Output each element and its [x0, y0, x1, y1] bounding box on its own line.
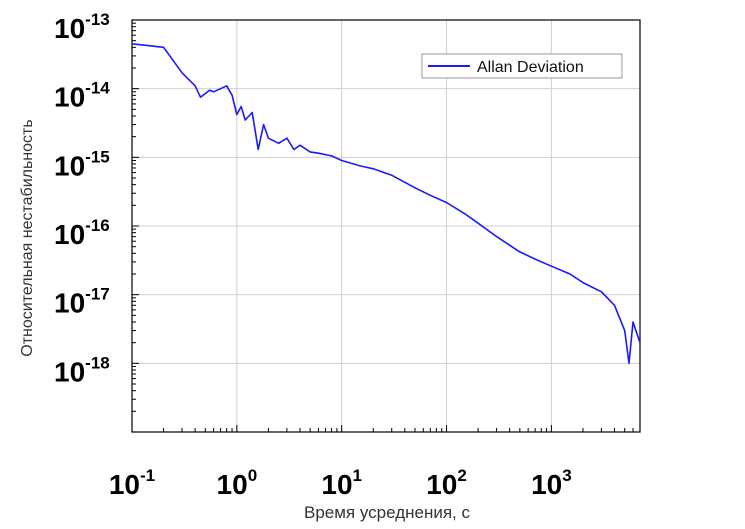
y-axis-title: Относительная нестабильность: [19, 119, 36, 356]
x-tick-labels: 10-1 100 101 102 103: [109, 466, 572, 500]
y-tick-label: 10-18: [54, 353, 110, 387]
x-tick-label: 101: [321, 466, 362, 500]
minor-ticks: [131, 19, 641, 433]
x-tick-label: 100: [217, 466, 258, 500]
x-axis-title: Время усреднения, с: [304, 503, 471, 522]
y-tick-labels: 10-13 10-14 10-15 10-16 10-17 10-18: [54, 10, 110, 387]
x-tick-label: 102: [426, 466, 467, 500]
y-tick-label: 10-16: [54, 216, 110, 250]
x-tick-label: 103: [531, 466, 572, 500]
y-tick-label: 10-13: [54, 10, 110, 44]
y-tick-label: 10-14: [54, 79, 110, 113]
legend: Allan Deviation: [421, 53, 623, 79]
plot-frame: [131, 19, 641, 433]
y-tick-label: 10-15: [54, 147, 110, 181]
series-layer: [131, 43, 641, 365]
legend-label: Allan Deviation: [477, 59, 584, 76]
y-tick-label: 10-17: [54, 285, 110, 319]
grid: [131, 19, 640, 432]
series-line: [131, 43, 641, 365]
x-tick-label: 10-1: [109, 466, 155, 500]
